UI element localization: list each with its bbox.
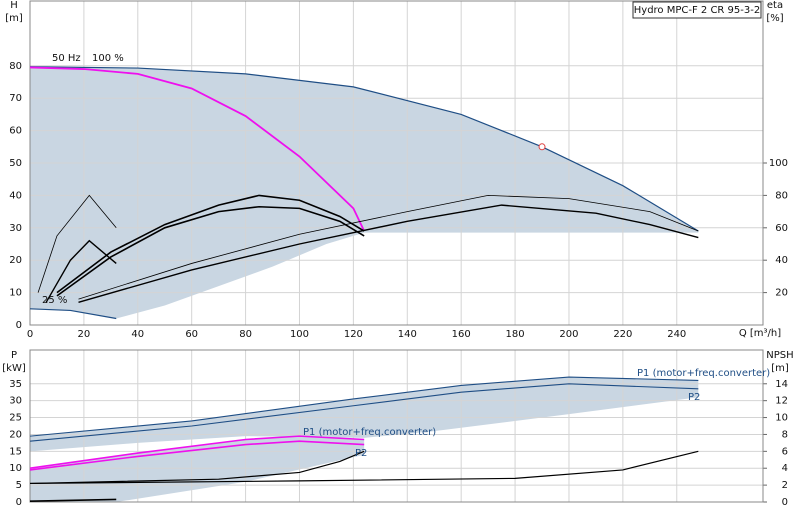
y-tick-label: 20 <box>9 429 22 440</box>
y2-axis-unit: [%] <box>766 13 783 24</box>
y2-axis-title: NPSH <box>766 350 793 361</box>
x-tick-label: 0 <box>27 329 33 340</box>
operating-region <box>30 66 699 319</box>
y-tick-label: 10 <box>9 463 22 474</box>
y-tick-label: 25 <box>9 413 22 424</box>
y2-tick-label: 14 <box>775 379 788 390</box>
model-label: Hydro MPC-F 2 CR 95-3-2 <box>634 5 760 16</box>
y-tick-label: 0 <box>16 320 22 331</box>
y-tick-label: 5 <box>16 480 22 491</box>
y-axis-unit: [kW] <box>2 363 26 374</box>
annotation: P2 <box>355 448 367 459</box>
plot-frame <box>29 349 764 503</box>
x-axis-title: Q [m³/h] <box>739 328 781 339</box>
y-tick-label: 50 <box>9 158 22 169</box>
x-tick-label: 220 <box>613 329 632 340</box>
annotation: 100 % <box>92 53 124 64</box>
y2-axis-unit: [m] <box>771 363 789 374</box>
curve <box>29 498 117 502</box>
y2-tick-label: 8 <box>782 429 788 440</box>
x-tick-label: 40 <box>131 329 144 340</box>
curve <box>29 376 699 437</box>
x-tick-label: 80 <box>239 329 252 340</box>
x-tick-label: 120 <box>344 329 363 340</box>
y2-tick-label: 4 <box>782 463 788 474</box>
operating-point <box>538 143 546 151</box>
x-tick-label: 100 <box>290 329 309 340</box>
curve <box>56 194 365 294</box>
model-box: Hydro MPC-F 2 CR 95-3-2 <box>632 1 762 19</box>
y-axis-title: H <box>10 0 18 11</box>
y2-tick-label: 80 <box>775 190 788 201</box>
y-tick-label: 20 <box>9 255 22 266</box>
x-tick-label: 160 <box>452 329 471 340</box>
curve <box>29 440 365 471</box>
y2-tick-label: 2 <box>782 480 788 491</box>
y-axis-title: P <box>11 350 17 361</box>
x-tick-label: 180 <box>506 329 525 340</box>
y2-tick-label: 100 <box>769 158 788 169</box>
x-tick-label: 140 <box>398 329 417 340</box>
annotation: P1 (motor+freq.converter) <box>637 368 770 379</box>
curve <box>29 66 699 232</box>
x-tick-label: 240 <box>667 329 686 340</box>
curve <box>78 194 699 300</box>
curve <box>29 66 365 232</box>
y2-tick-label: 20 <box>775 288 788 299</box>
x-tick-label: 200 <box>559 329 578 340</box>
y-tick-label: 30 <box>9 223 22 234</box>
curve <box>56 205 365 297</box>
y2-tick-label: 12 <box>775 396 788 407</box>
model-box-frame <box>632 1 762 19</box>
y-axis-unit: [m] <box>5 13 23 24</box>
curve <box>29 308 117 320</box>
plot-frame <box>29 0 764 326</box>
y-tick-label: 80 <box>9 61 22 72</box>
x-tick-label: 20 <box>78 329 91 340</box>
y-tick-label: 60 <box>9 126 22 137</box>
y-tick-label: 35 <box>9 379 22 390</box>
y2-tick-label: 0 <box>782 497 788 508</box>
x-tick-label: 60 <box>185 329 198 340</box>
curve <box>45 239 117 303</box>
annotation: 50 Hz <box>52 53 81 64</box>
y2-tick-label: 6 <box>782 446 788 457</box>
curve <box>29 435 365 470</box>
annotation: P2 <box>688 392 700 403</box>
y-tick-label: 40 <box>9 190 22 201</box>
curve <box>29 450 699 485</box>
y-tick-label: 70 <box>9 93 22 104</box>
y2-tick-label: 60 <box>775 223 788 234</box>
curve <box>37 194 117 293</box>
y-tick-label: 15 <box>9 446 22 457</box>
annotation: 25 % <box>42 295 67 306</box>
curve <box>78 204 699 303</box>
y-tick-label: 30 <box>9 396 22 407</box>
y2-tick-label: 10 <box>775 413 788 424</box>
curve <box>29 383 699 442</box>
annotation: P1 (motor+freq.converter) <box>303 427 436 438</box>
operating-region <box>30 377 699 452</box>
y2-tick-label: 40 <box>775 255 788 266</box>
y-tick-label: 10 <box>9 288 22 299</box>
curve <box>29 450 365 485</box>
y2-axis-title: eta <box>767 0 783 11</box>
y-tick-label: 0 <box>16 497 22 508</box>
